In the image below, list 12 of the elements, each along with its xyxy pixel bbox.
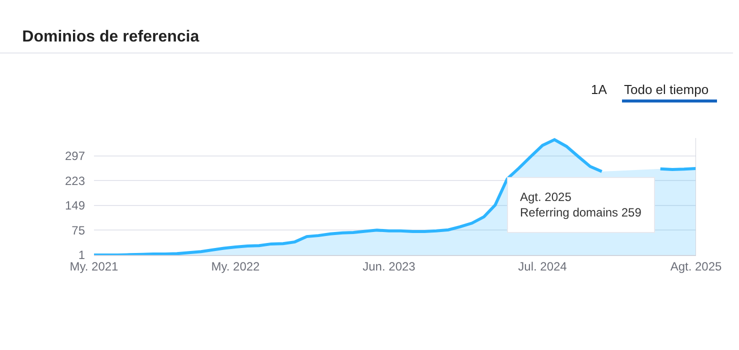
chart-title: Dominios de referencia [22, 28, 200, 46]
x-tick-label: Jul. 2024 [518, 259, 568, 274]
x-tick-label: Agt. 2025 [670, 259, 722, 274]
annotation: Agt. 2025 Referring domains 259 [520, 190, 642, 220]
y-tick-label: 223 [64, 174, 86, 188]
y-tick-label: 149 [64, 198, 86, 213]
x-tick-label: Jun. 2023 [362, 259, 416, 274]
x-tick-label: My. 2022 [211, 259, 260, 274]
y-tick-label: 75 [72, 223, 86, 238]
text: 1A [591, 82, 608, 97]
text: Todo el tiempo [624, 82, 709, 97]
y-tick-label: 297 [64, 148, 86, 163]
